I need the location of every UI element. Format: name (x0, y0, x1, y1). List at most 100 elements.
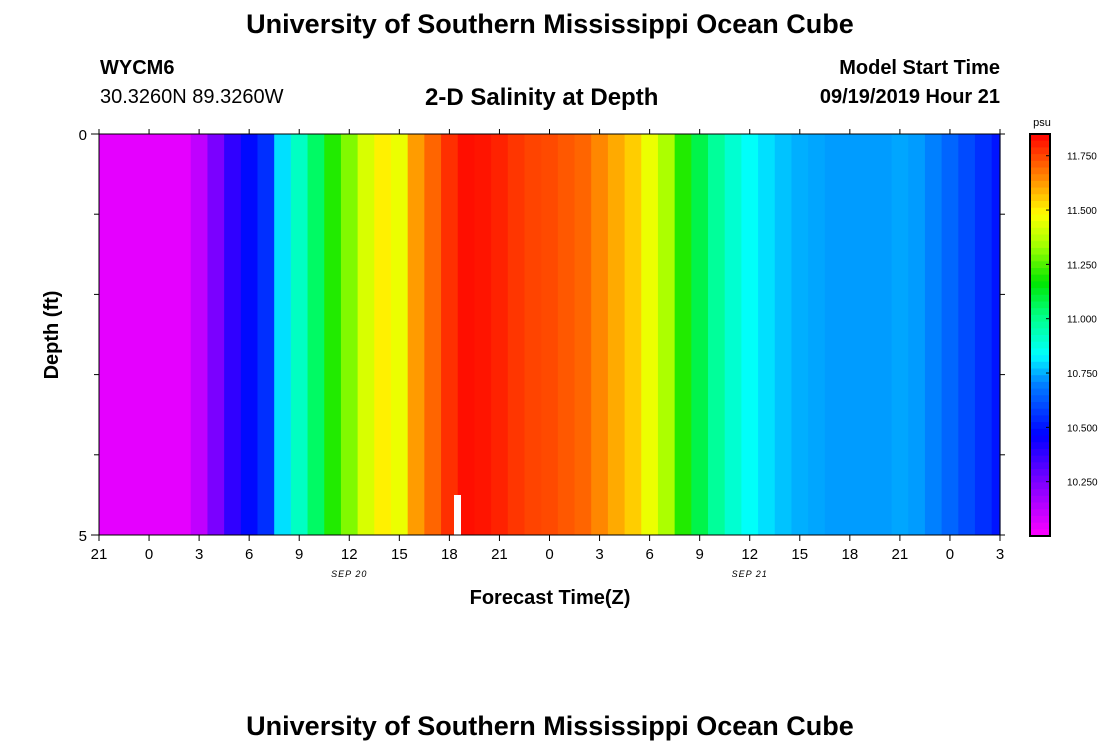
colorbar-tick-label: 11.250 (1067, 260, 1097, 271)
heatmap-cell (624, 134, 642, 535)
colorbar-segment (1030, 261, 1050, 269)
heatmap-cell (424, 134, 442, 535)
heatmap-cell (941, 134, 959, 535)
x-tick-label: 21 (91, 546, 108, 563)
colorbar-segment (1030, 475, 1050, 483)
colorbar: 10.250 10.500 10.750 11.000 11.250 11.500 11.7… (1029, 133, 1098, 537)
colorbar-segment (1030, 321, 1050, 329)
heatmap-cell (991, 134, 1001, 535)
heatmap-cell (441, 134, 459, 535)
colorbar-segment (1030, 522, 1050, 530)
chart-title-bottom: University of Southern Mississippi Ocean… (246, 711, 854, 741)
colorbar-tick-label: 11.000 (1067, 315, 1097, 326)
colorbar-segment (1030, 301, 1050, 309)
colorbar-tick-label: 11.500 (1067, 206, 1097, 217)
y-tick-label: 0 (79, 127, 87, 144)
heatmap-cell (491, 134, 509, 535)
x-tick-label: 0 (545, 546, 553, 563)
colorbar-segment (1030, 381, 1050, 390)
colorbar-segment (1030, 395, 1050, 403)
x-tick-label: 15 (391, 546, 408, 563)
colorbar-segment (1030, 147, 1050, 155)
heatmap-cell (874, 134, 893, 535)
heatmap-cell (791, 134, 809, 535)
x-tick-label: 3 (996, 546, 1004, 563)
date-label: SEP 20 (331, 569, 367, 579)
colorbar-segment (1030, 348, 1050, 356)
colorbar-segment (1030, 482, 1050, 490)
heatmap-cell (324, 134, 342, 535)
x-tick-label: 18 (441, 546, 458, 563)
x-tick-label: 6 (645, 546, 653, 563)
y-axis: 05 (79, 127, 1005, 545)
heatmap-cell (407, 134, 425, 535)
heatmap-cell (174, 134, 192, 535)
colorbar-segment (1030, 368, 1050, 376)
heatmap-cell (190, 134, 209, 535)
heatmap-cell (824, 134, 843, 535)
colorbar-segment (1030, 314, 1050, 323)
heatmap-cell (541, 134, 559, 535)
heatmap-cell (224, 134, 242, 535)
colorbar-segment (1030, 442, 1050, 450)
heatmap-cell (674, 134, 692, 535)
heatmap-cell (841, 134, 859, 535)
heatmap-cell (641, 134, 659, 535)
x-tick-label: 9 (295, 546, 303, 563)
colorbar-segment (1030, 294, 1050, 303)
colorbar-segment (1030, 502, 1050, 510)
colorbar-segment (1030, 308, 1050, 316)
colorbar-segment (1030, 455, 1050, 463)
heatmap-cells (99, 134, 1001, 535)
colorbar-tick-label: 10.500 (1067, 423, 1098, 434)
colorbar-tick-label: 11.750 (1067, 152, 1097, 163)
colorbar-segment (1030, 134, 1050, 142)
colorbar-segment (1030, 422, 1050, 430)
colorbar-tick-label: 10.250 (1067, 478, 1098, 489)
heatmap-cell (758, 134, 776, 535)
colorbar-segment (1030, 268, 1050, 276)
x-tick-label: 12 (741, 546, 758, 563)
x-tick-label: 21 (491, 546, 508, 563)
heatmap-cell (657, 134, 676, 535)
heatmap-cell (708, 134, 726, 535)
x-tick-label: 12 (341, 546, 358, 563)
colorbar-tick-label: 10.750 (1067, 369, 1098, 380)
x-tick-label: 0 (946, 546, 954, 563)
heatmap-cell (774, 134, 793, 535)
heatmap-cell (574, 134, 592, 535)
colorbar-segment (1030, 234, 1050, 242)
heatmap-cell (891, 134, 909, 535)
station-coordinates: 30.3260N 89.3260W (100, 86, 284, 108)
x-tick-label: 3 (595, 546, 603, 563)
heatmap-cell (357, 134, 375, 535)
x-tick-label: 0 (145, 546, 153, 563)
colorbar-segment (1030, 341, 1050, 349)
x-tick-label: 9 (695, 546, 703, 563)
heatmap-cell (591, 134, 609, 535)
colorbar-segment (1030, 402, 1050, 410)
colorbar-segment (1030, 227, 1050, 236)
x-tick-label: 18 (841, 546, 858, 563)
colorbar-segment (1030, 154, 1050, 162)
model-start-value: 09/19/2019 Hour 21 (819, 86, 1000, 108)
colorbar-frame (1029, 133, 1051, 537)
heatmap-cell (207, 134, 225, 535)
heatmap-cell (607, 134, 626, 535)
heatmap-cell (340, 134, 359, 535)
colorbar-segment (1030, 221, 1050, 229)
heatmap-cell (307, 134, 325, 535)
colorbar-segment (1030, 375, 1050, 383)
heatmap-cell (524, 134, 542, 535)
x-tick-label: 21 (892, 546, 909, 563)
colorbar-segment (1030, 201, 1050, 209)
colorbar-unit: psu (1033, 117, 1051, 129)
colorbar-segment (1030, 335, 1050, 343)
date-label: SEP 21 (732, 569, 768, 579)
y-axis-label: Depth (ft) (41, 291, 63, 380)
colorbar-segment (1030, 254, 1050, 262)
heatmap-cell (507, 134, 526, 535)
x-tick-label: 15 (791, 546, 808, 563)
colorbar-segment (1030, 489, 1050, 497)
